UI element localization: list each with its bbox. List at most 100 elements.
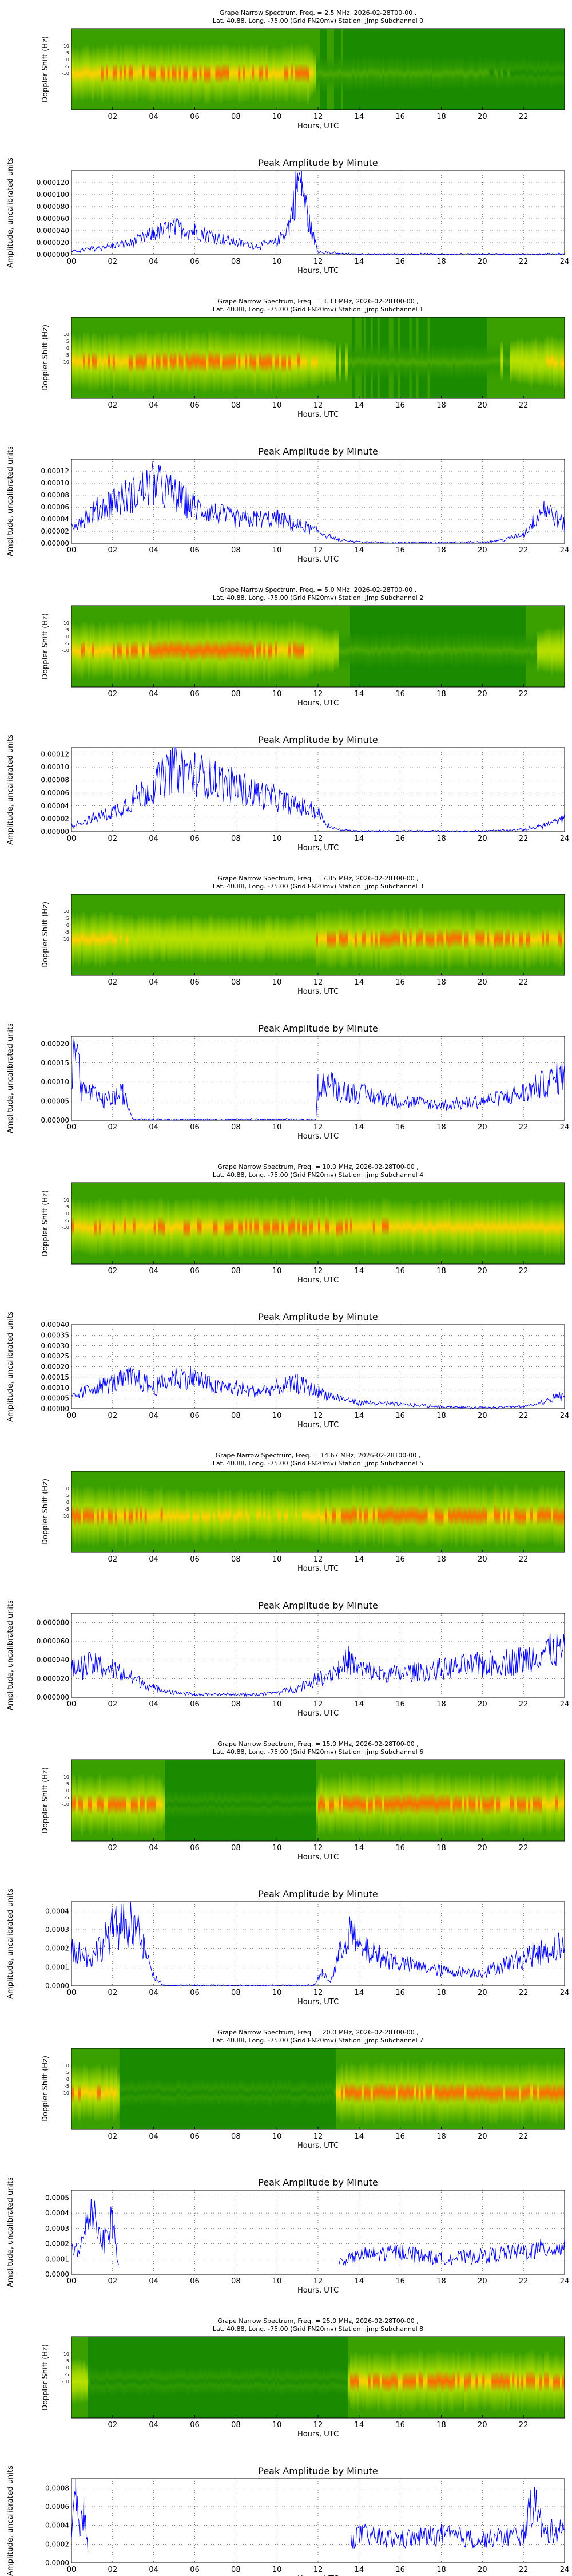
- spectrum-column: [89, 2337, 93, 2418]
- spectrum-column: [213, 2337, 216, 2418]
- spectrum-column: [286, 1183, 289, 1264]
- spectrum-column: [121, 317, 125, 398]
- y-tick-label: 0.00004: [41, 515, 69, 523]
- x-tick-label: 10: [272, 1844, 282, 1852]
- x-tick-label: 14: [355, 2277, 364, 2286]
- spectrum-column: [252, 2337, 255, 2418]
- spectrum-column: [89, 1760, 93, 1841]
- x-tick-label: 02: [108, 835, 118, 843]
- spectrum-column: [414, 606, 417, 687]
- spectrum-title: Grape Narrow Spectrum, Freq. = 3.33 MHz,…: [217, 298, 419, 305]
- spectrum-column: [393, 894, 396, 975]
- spectrum-column: [297, 894, 300, 975]
- spectrum-column: [452, 894, 456, 975]
- spectrum-column: [443, 317, 447, 398]
- spectrum-column: [94, 606, 97, 687]
- spectrum-column: [178, 2337, 182, 2418]
- spectrum-column: [185, 29, 189, 110]
- spectrum-column: [471, 2048, 474, 2129]
- spectrum-column: [498, 1760, 501, 1841]
- spectrum-column: [549, 1183, 551, 1264]
- spectrum-column: [204, 2048, 207, 2129]
- spectrum-column: [457, 29, 460, 110]
- spectrum-column: [375, 29, 378, 110]
- spectrum-column: [347, 606, 351, 687]
- x-tick-label: 14: [355, 1267, 364, 1275]
- amplitude-title: Peak Amplitude by Minute: [258, 157, 378, 168]
- spectrum-column: [452, 2337, 456, 2418]
- spectrum-column: [338, 1760, 341, 1841]
- spectrum-column: [354, 2337, 357, 2418]
- spectrum-column: [395, 29, 399, 110]
- spectrum-column: [409, 894, 412, 975]
- spectrum-column: [160, 29, 164, 110]
- spectrum-column: [76, 1760, 79, 1841]
- spectrum-column: [329, 1760, 332, 1841]
- spectrum-column: [243, 894, 245, 975]
- spectrum-column: [517, 1183, 519, 1264]
- spectrum-column: [425, 606, 428, 687]
- spectrum-column: [459, 894, 463, 975]
- spectrum-column: [121, 894, 125, 975]
- spectrum-column: [279, 2048, 282, 2129]
- y-tick-label: 10: [63, 332, 69, 337]
- spectrum-column: [188, 894, 191, 975]
- spectrum-column: [530, 1471, 533, 1552]
- spectrum-column: [375, 1760, 378, 1841]
- y-tick-label: 5: [66, 916, 69, 921]
- spectrum-column: [313, 894, 316, 975]
- spectrum-column: [560, 606, 563, 687]
- spectrum-column: [471, 1471, 474, 1552]
- spectrum-column: [114, 317, 118, 398]
- spectrum-column: [452, 1471, 456, 1552]
- spectrum-column: [530, 317, 533, 398]
- spectrum-column: [523, 894, 526, 975]
- spectrum-column: [293, 1471, 296, 1552]
- spectrum-column: [158, 317, 161, 398]
- x-tick-label: 12: [313, 113, 323, 121]
- spectrum-column: [500, 29, 503, 110]
- spectrum-column: [434, 894, 438, 975]
- spectrum-column: [201, 606, 205, 687]
- spectrum-column: [307, 606, 309, 687]
- spectrum-column: [551, 1760, 554, 1841]
- x-tick-label: 20: [478, 690, 487, 698]
- spectrum-column: [133, 606, 136, 687]
- spectrum-column: [105, 606, 109, 687]
- spectrum-column: [169, 1183, 173, 1264]
- spectrum-column: [162, 2337, 166, 2418]
- spectrum-column: [105, 894, 109, 975]
- x-tick-label: 04: [149, 258, 158, 266]
- spectrum-column: [395, 1183, 399, 1264]
- spectrum-column: [178, 606, 182, 687]
- spectrum-column: [549, 894, 551, 975]
- spectrum-column: [462, 1760, 465, 1841]
- y-tick-label: 0.0003: [45, 1926, 69, 1934]
- spectrum-column: [268, 317, 271, 398]
- spectrum-column: [363, 1471, 367, 1552]
- spectrum-column: [188, 606, 191, 687]
- spectrum-column: [85, 29, 88, 110]
- spectrum-column: [181, 2048, 184, 2129]
- y-tick-label: 10: [63, 1198, 69, 1203]
- x-tick-label: 10: [272, 1267, 282, 1275]
- spectrum-column: [307, 29, 309, 110]
- spectrum-column: [172, 2337, 175, 2418]
- spectrum-column: [510, 317, 513, 398]
- spectrum-column: [359, 1183, 362, 1264]
- spectrum-column: [117, 317, 120, 398]
- spectrum-column: [517, 2337, 519, 2418]
- spectrum-column: [313, 2337, 316, 2418]
- spectrum-column: [92, 29, 95, 110]
- amplitude-title: Peak Amplitude by Minute: [258, 446, 378, 457]
- spectrum-column: [165, 2048, 168, 2129]
- spectrum-column: [194, 1183, 198, 1264]
- spectrum-column: [372, 29, 376, 110]
- spectrum-column: [414, 2048, 417, 2129]
- spectrum-column: [462, 2048, 465, 2129]
- spectrum-column: [507, 1760, 510, 1841]
- spectrum-column: [356, 606, 360, 687]
- spectrum-column: [363, 2048, 367, 2129]
- spectrum-column: [300, 1471, 303, 1552]
- spectrum-column: [324, 2048, 328, 2129]
